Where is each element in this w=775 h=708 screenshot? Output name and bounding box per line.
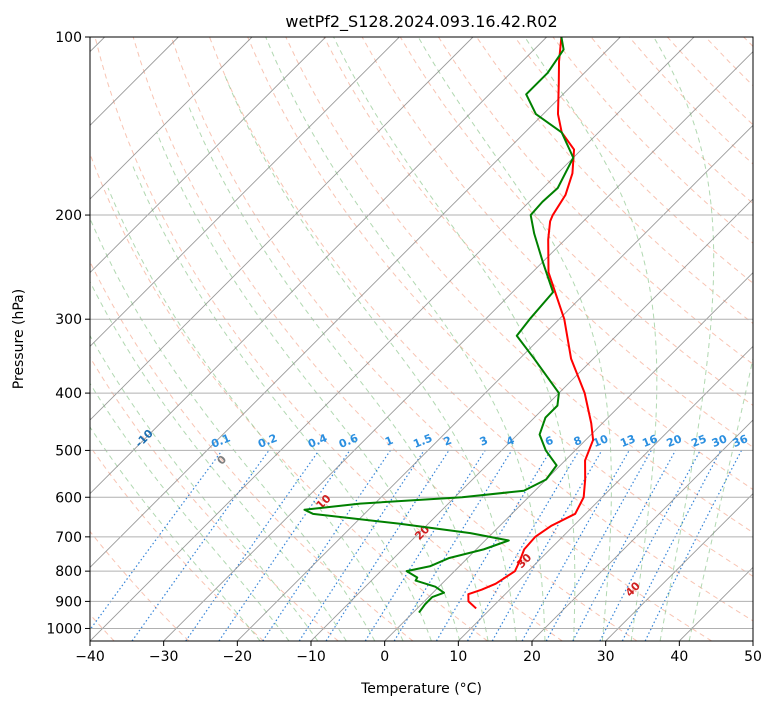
isotherm-line [237,124,753,641]
x-tick-label: 10 [449,649,467,665]
plot-area [90,37,753,641]
isotherm-line [163,51,753,641]
y-tick-label: 700 [55,530,82,546]
dry-adiabat-line [209,37,753,622]
mixing-ratio-label: 10 [591,432,610,450]
isotherm-line [531,419,753,641]
mixing-ratio-line [621,450,722,641]
isotherm-line [310,198,753,641]
isotherm-line [605,493,753,641]
mixing-ratio-line [185,450,320,641]
mixing-ratio-line [298,450,425,641]
x-tick-label: −40 [75,649,105,665]
dry-adiabat-line [90,356,339,641]
mixing-ratio-label: 30 [710,432,729,450]
mixing-ratio-line [90,450,223,631]
moist-adiabat-line [107,187,404,641]
y-tick-label: 300 [55,312,82,328]
x-tick-label: 40 [670,649,688,665]
y-tick-label: 600 [55,490,82,506]
y-tick-label: 900 [55,594,82,610]
isotherm-line [458,345,753,641]
x-tick-label: 50 [744,649,762,665]
moist-adiabat-line [90,280,347,641]
dry-adiabat-line [170,37,712,641]
dry-adiabat-line [514,37,753,284]
moist-adiabat-line [333,37,576,641]
dry-adiabat-line [90,445,264,641]
moist-adiabat-line [90,382,290,641]
mixing-ratio-line [325,450,450,641]
dry-adiabat-line [247,37,753,577]
dewpoint-profile-line [303,37,575,614]
mixing-ratio-label: 16 [640,432,659,450]
mixing-ratio-line [218,450,351,641]
dry-adiabat-line [399,37,753,407]
x-axis-label: Temperature (°C) [360,681,482,697]
plot-frame [89,36,754,642]
mixing-ratio-label: 8 [572,434,584,449]
x-tick-label: 30 [597,649,615,665]
pressure-gridlines [90,37,753,629]
mixing-ratio-label: 25 [689,432,708,450]
background-lines [90,37,753,641]
mixing-ratio-label: 20 [665,432,684,450]
isotherm-line [384,272,753,641]
x-axis-ticks: −40 −30 −20 −10 0 10 20 30 40 50 [75,641,762,665]
mixing-ratio-line [545,450,652,641]
mixing-ratio-label: 2 [442,434,454,449]
isotherm-line [90,37,474,421]
y-tick-label: 100 [55,30,82,46]
moist-adiabat-line [265,37,546,641]
mixing-ratio-line [572,450,677,641]
mixing-ratio-line [393,450,513,641]
isotherm-line [90,37,326,274]
chart-title: wetPf2_S128.2024.093.16.42.R02 [285,12,557,32]
dry-adiabat-line [94,37,563,641]
mixing-ratio-line [644,450,743,641]
y-tick-label: 400 [55,386,82,402]
y-axis-label: Pressure (hPa) [11,289,27,389]
x-tick-label: −10 [296,649,326,665]
mixing-ratio-line [521,450,630,641]
moist-adiabat-line [223,72,517,641]
profile-series [303,37,595,614]
moist-adiabat-line [653,37,715,641]
y-tick-label: 1000 [46,621,82,637]
mixing-ratio-label: 36 [731,432,750,450]
isotherm-line [90,37,547,495]
isotherm-line [90,37,695,641]
x-tick-label: 20 [523,649,541,665]
mixing-ratio-label: 3 [478,434,490,449]
temperature-profile-line [467,37,595,610]
moist-adiabat-line [90,334,319,641]
mixing-ratio-line [262,450,391,641]
moist-adiabat-line [187,104,489,641]
x-tick-label: −30 [149,649,179,665]
x-tick-label: 0 [380,649,389,665]
moist-adiabat-line [417,37,612,641]
y-tick-label: 800 [55,564,82,580]
dry-adiabat-line [90,530,190,641]
mixing-ratio-label: 1 [383,434,395,449]
y-tick-label: 500 [55,443,82,459]
y-axis-ticks: 100 200 300 400 500 600 700 800 900 1000 [46,30,90,637]
isotherm-line [90,37,621,568]
moist-adiabat-line [524,37,658,641]
dry-adiabat-line [90,152,488,641]
isotherm-line [90,37,400,347]
y-tick-label: 200 [55,208,82,224]
x-tick-label: −20 [223,649,253,665]
mixing-ratio-label: 13 [618,432,637,450]
isotherm-line [90,37,253,200]
